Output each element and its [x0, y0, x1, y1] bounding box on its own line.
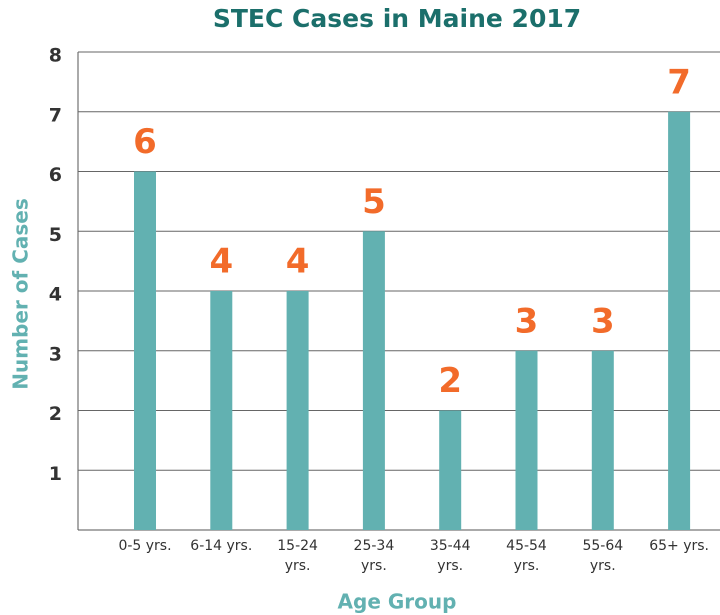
x-axis-label: Age Group: [338, 590, 457, 614]
data-label: 4: [286, 242, 310, 282]
x-tick-label: 6-14 yrs.: [190, 538, 253, 554]
bar: [134, 171, 156, 530]
x-tick-label: 55-64 yrs.: [582, 538, 624, 574]
x-tick-label: 45-54 yrs.: [506, 538, 547, 574]
data-label: 6: [133, 122, 157, 162]
x-tick-label: 35-44 yrs.: [429, 538, 471, 574]
bar: [362, 231, 385, 530]
x-tick-label: 25-34 yrs.: [353, 538, 395, 574]
y-tick-label: 3: [49, 343, 62, 365]
y-tick-label: 7: [49, 104, 62, 126]
data-label: 5: [362, 182, 386, 222]
bar: [439, 410, 462, 530]
data-label: 3: [591, 301, 615, 341]
y-axis-label: Number of Cases: [9, 198, 33, 389]
y-tick-label: 6: [49, 164, 62, 186]
y-tick-label: 4: [49, 284, 62, 306]
x-tick-label: 15-24 yrs.: [277, 538, 318, 574]
bar: [515, 350, 538, 530]
y-tick-label: 1: [49, 463, 62, 485]
chart-title: STEC Cases in Maine 2017: [213, 4, 581, 33]
bar: [668, 111, 691, 530]
x-tick-label: 0-5 yrs.: [118, 538, 172, 554]
y-tick-label: 8: [49, 45, 62, 67]
data-label: 7: [667, 62, 691, 102]
data-label: 4: [209, 242, 233, 282]
bar: [210, 291, 233, 530]
bar: [591, 350, 614, 530]
data-label: 2: [438, 361, 462, 401]
y-tick-label: 2: [49, 403, 62, 425]
data-label: 3: [515, 301, 539, 341]
x-tick-label: 65+ yrs.: [649, 538, 709, 554]
y-tick-label: 5: [49, 224, 62, 246]
bar: [286, 291, 309, 530]
